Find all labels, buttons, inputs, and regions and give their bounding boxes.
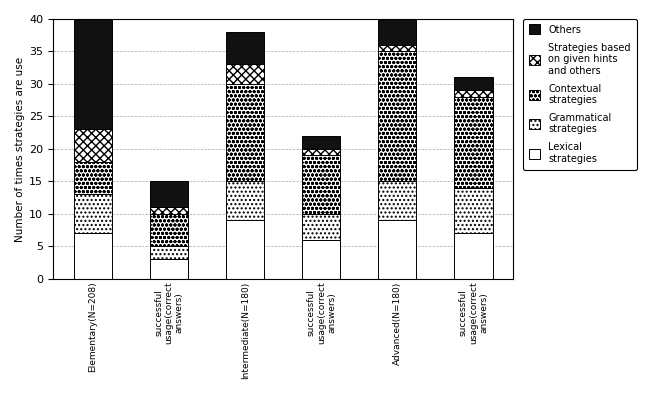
Bar [454,97,492,188]
Bar [303,149,340,156]
Bar [226,221,264,279]
Bar [150,260,188,279]
Bar [454,78,492,91]
Bar [74,234,112,279]
Bar [226,84,264,182]
Bar [454,188,492,234]
Bar [303,214,340,240]
Bar [378,19,417,45]
Bar [303,240,340,279]
Bar [226,182,264,221]
Bar [74,19,112,130]
Bar [150,208,188,214]
Bar [226,32,264,65]
Bar [378,221,417,279]
Bar [303,156,340,214]
Bar [303,136,340,149]
Bar [150,247,188,260]
Bar [378,182,417,221]
Bar [74,195,112,234]
Bar [150,214,188,247]
Bar [150,182,188,208]
Y-axis label: Number of times strategies are use: Number of times strategies are use [15,56,25,242]
Bar [74,130,112,162]
Bar [74,162,112,195]
Legend: Others, Strategies based
on given hints
and others, Contextual
strategies, Gramm: Others, Strategies based on given hints … [523,19,636,170]
Bar [454,91,492,97]
Bar [226,65,264,84]
Bar [378,45,417,52]
Bar [454,234,492,279]
Bar [378,52,417,182]
